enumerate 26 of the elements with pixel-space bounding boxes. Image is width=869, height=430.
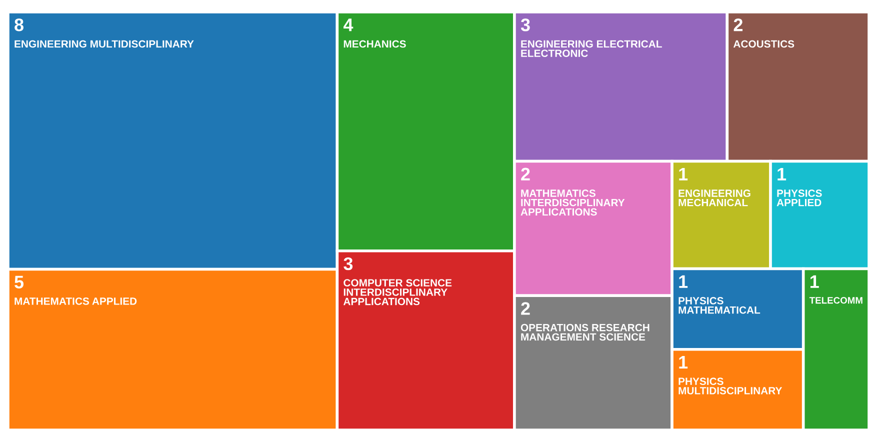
category-label: COMPUTER SCIENCE INTERDISCIPLINARY APPLICATIONS xyxy=(343,279,452,306)
category-label: OPERATIONS RESEARCH MANAGEMENT SCIENCE xyxy=(520,324,650,341)
data-label: 3 xyxy=(520,18,530,32)
data-label: 8 xyxy=(14,18,24,32)
data-label: 1 xyxy=(679,356,688,368)
data-label: 5 xyxy=(14,276,24,288)
category-label: ENGINEERING ELECTRICAL ELECTRONIC xyxy=(521,40,662,57)
data-label: 1 xyxy=(679,168,688,180)
data-label: 2 xyxy=(734,18,743,32)
category-label: PHYSICS APPLIED xyxy=(776,190,822,206)
data-label: 1 xyxy=(778,168,786,180)
data-label: 2 xyxy=(521,168,530,180)
category-label: TELECOMM xyxy=(809,297,862,304)
category-label: ENGINEERING MULTIDISCIPLINARY xyxy=(14,40,194,48)
data-label: 2 xyxy=(521,302,530,315)
category-label: PHYSICS MATHEMATICAL xyxy=(678,297,760,314)
data-label: 3 xyxy=(344,257,353,270)
category-label: ENGINEERING MECHANICAL xyxy=(678,190,750,206)
category-label: MECHANICS xyxy=(344,40,406,48)
data-label: 4 xyxy=(343,18,354,32)
data-label: 1 xyxy=(810,275,819,288)
category-label: ACOUSTICS xyxy=(733,40,794,48)
data-label: 1 xyxy=(679,275,688,288)
category-label: MATHEMATICS INTERDISCIPLINARY APPLICATIONS xyxy=(520,190,625,216)
category-label: MATHEMATICS APPLIED xyxy=(14,298,137,305)
category-label: PHYSICS MULTIDISCIPLINARY xyxy=(678,378,782,394)
